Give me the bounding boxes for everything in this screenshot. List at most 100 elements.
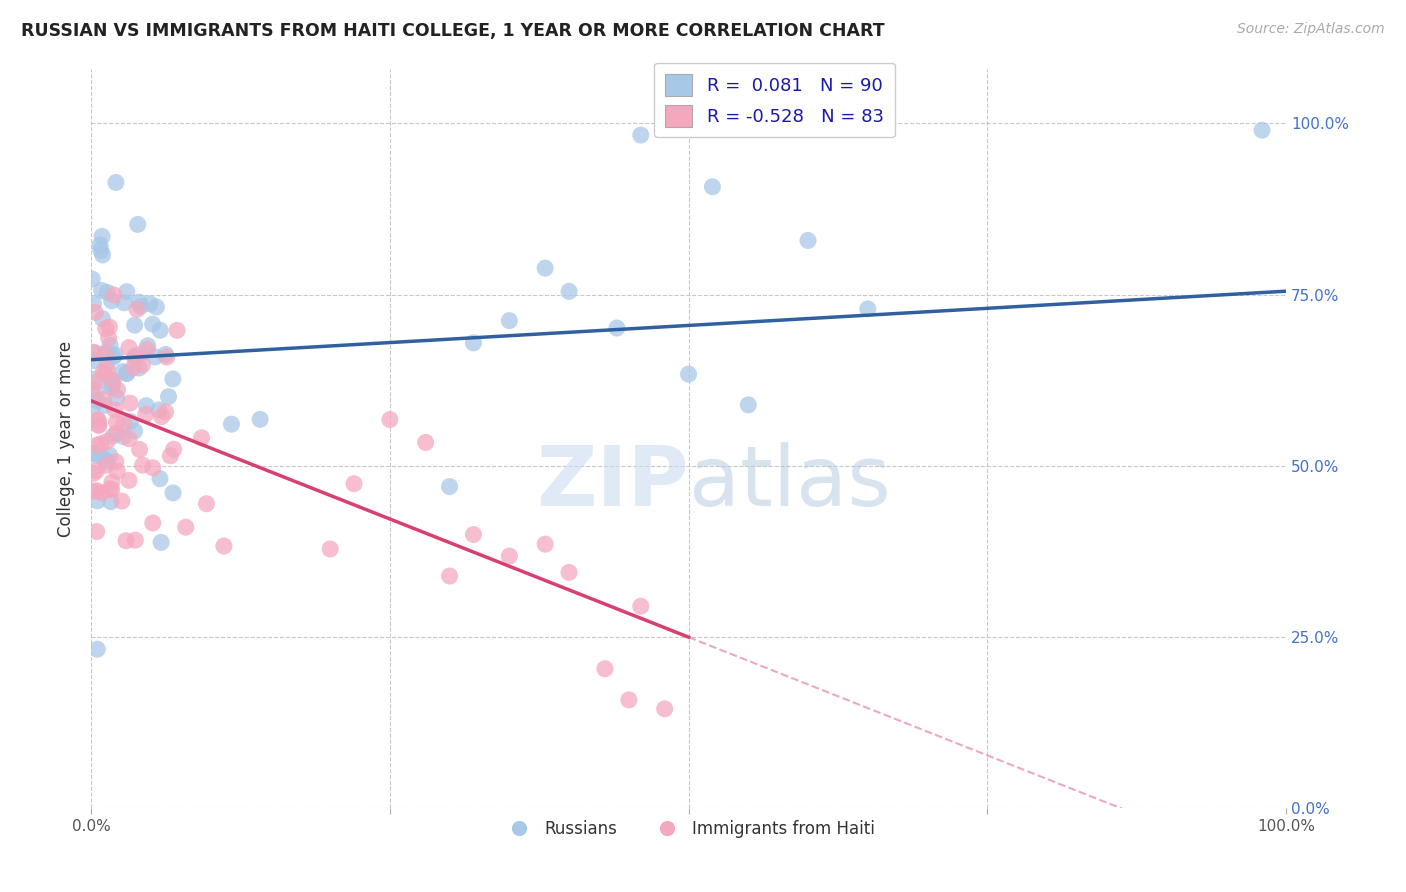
Point — [131, 358, 153, 372]
Point — [125, 302, 148, 317]
Point — [100, 373, 122, 387]
Point — [87, 418, 110, 433]
Y-axis label: College, 1 year or more: College, 1 year or more — [58, 341, 75, 537]
Point — [558, 566, 581, 580]
Point — [124, 533, 146, 548]
Point — [163, 442, 186, 457]
Point — [98, 448, 121, 462]
Point — [1251, 123, 1274, 137]
Point — [150, 535, 173, 549]
Point — [96, 434, 118, 449]
Text: Source: ZipAtlas.com: Source: ZipAtlas.com — [1237, 22, 1385, 37]
Point — [87, 418, 110, 433]
Point — [534, 537, 557, 551]
Point — [124, 424, 146, 438]
Point — [415, 435, 437, 450]
Point — [131, 458, 153, 473]
Point — [93, 364, 115, 378]
Point — [96, 454, 118, 468]
Point — [135, 407, 157, 421]
Point — [120, 414, 142, 428]
Point — [98, 320, 121, 334]
Point — [630, 599, 652, 614]
Point — [162, 486, 184, 500]
Point — [96, 285, 118, 300]
Point — [101, 377, 124, 392]
Point — [91, 229, 114, 244]
Point — [101, 374, 124, 388]
Point — [162, 372, 184, 386]
Point — [86, 493, 108, 508]
Point — [86, 642, 108, 657]
Point — [111, 365, 134, 379]
Point — [86, 438, 108, 452]
Point — [101, 475, 124, 490]
Point — [195, 497, 218, 511]
Point — [463, 335, 485, 350]
Point — [103, 350, 125, 364]
Point — [128, 295, 150, 310]
Point — [212, 539, 235, 553]
Point — [93, 346, 115, 360]
Point — [856, 301, 879, 316]
Point — [115, 366, 138, 380]
Point — [118, 474, 141, 488]
Point — [129, 300, 152, 314]
Point — [118, 396, 141, 410]
Point — [115, 367, 138, 381]
Point — [190, 431, 212, 445]
Point — [157, 390, 180, 404]
Point — [87, 413, 110, 427]
Point — [558, 285, 581, 299]
Point — [174, 520, 197, 534]
Point — [166, 323, 188, 337]
Point — [127, 218, 149, 232]
Point — [101, 429, 124, 443]
Point — [94, 458, 117, 473]
Point — [112, 429, 135, 443]
Point — [221, 417, 243, 432]
Point — [82, 272, 104, 286]
Point — [83, 372, 105, 386]
Point — [678, 367, 700, 381]
Point — [90, 244, 112, 258]
Point — [155, 347, 177, 361]
Point — [82, 345, 104, 359]
Point — [343, 476, 366, 491]
Point — [617, 693, 640, 707]
Point — [439, 569, 461, 583]
Point — [91, 450, 114, 465]
Point — [439, 479, 461, 493]
Point — [115, 285, 138, 299]
Point — [104, 176, 127, 190]
Point — [149, 323, 172, 337]
Point — [104, 403, 127, 417]
Point — [249, 412, 271, 426]
Point — [128, 442, 150, 457]
Point — [534, 261, 557, 276]
Point — [104, 348, 127, 362]
Point — [105, 391, 128, 405]
Point — [86, 464, 108, 478]
Point — [84, 376, 107, 390]
Point — [93, 392, 115, 407]
Point — [97, 344, 120, 359]
Point — [105, 425, 128, 440]
Point — [737, 398, 759, 412]
Point — [91, 248, 114, 262]
Point — [128, 361, 150, 376]
Point — [498, 313, 520, 327]
Point — [143, 350, 166, 364]
Point — [86, 483, 108, 498]
Point — [112, 417, 135, 431]
Point — [107, 383, 129, 397]
Point — [112, 295, 135, 310]
Point — [84, 305, 107, 319]
Point — [100, 483, 122, 497]
Point — [148, 403, 170, 417]
Point — [498, 549, 520, 563]
Point — [124, 318, 146, 333]
Point — [94, 321, 117, 335]
Point — [129, 347, 152, 361]
Point — [593, 662, 616, 676]
